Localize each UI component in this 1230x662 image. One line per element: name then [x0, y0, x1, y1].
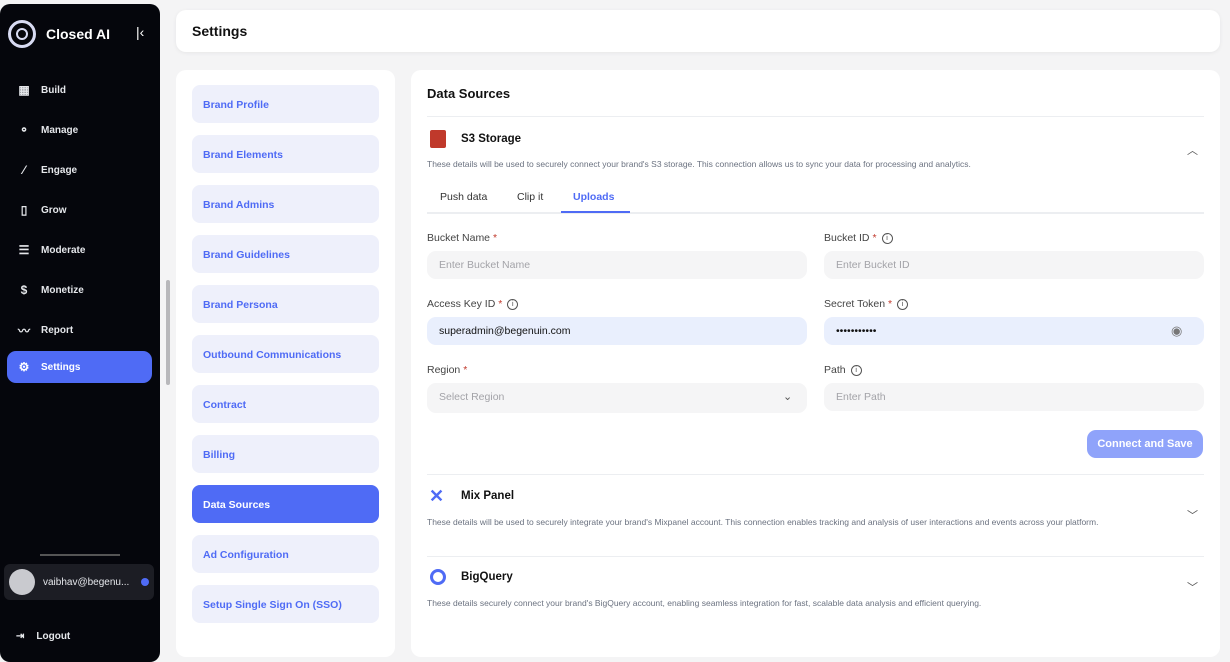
secret-token-input[interactable]: •••••••••••	[824, 317, 1204, 345]
sidebar: Closed AI |‹ ▦ Build ⚬ Manage ⁄ Engage ▯ Gro…	[0, 4, 160, 662]
s3-description: These details will be used to securely c…	[427, 159, 971, 169]
sidebar-item-label: Build	[41, 84, 66, 96]
sidebar-item-label: Grow	[41, 204, 67, 216]
page-header: Settings	[176, 10, 1220, 52]
grid-icon: ▦	[18, 83, 30, 97]
settings-nav-item[interactable]: Billing	[192, 435, 379, 473]
page-title: Settings	[192, 23, 248, 39]
sidebar-item-grow[interactable]: ▯ Grow	[7, 194, 152, 226]
mixpanel-icon: ✕	[429, 486, 445, 506]
settings-nav-item[interactable]: Brand Elements	[192, 135, 379, 173]
tabs-divider	[427, 212, 1204, 214]
trend-icon: 〰	[17, 323, 30, 338]
region-label: Region *	[427, 364, 468, 376]
sidebar-item-report[interactable]: 〰 Report	[7, 314, 152, 346]
path-label: Path i	[824, 364, 862, 376]
mixpanel-description: These details will be used to securely i…	[427, 517, 1099, 527]
tab-clip-it[interactable]: Clip it	[517, 191, 544, 203]
secret-token-label: Secret Token * i	[824, 298, 909, 310]
mixpanel-title: Mix Panel	[461, 490, 515, 502]
sidebar-item-moderate[interactable]: ☰ Moderate	[7, 234, 152, 266]
settings-nav-item[interactable]: Brand Persona	[192, 285, 379, 323]
chevron-down-icon[interactable]: ﹀	[1187, 582, 1198, 594]
active-tab-indicator	[561, 211, 630, 213]
verified-icon	[141, 578, 150, 586]
info-icon: i	[881, 232, 893, 244]
settings-nav-item[interactable]: Contract	[192, 385, 379, 423]
bucket-id-label: Bucket ID * i	[824, 232, 893, 244]
settings-nav-item[interactable]: Brand Guidelines	[192, 235, 379, 273]
bigquery-title: BigQuery	[461, 571, 513, 583]
settings-nav-item[interactable]: Brand Admins	[192, 185, 379, 223]
dollar-icon: $	[20, 283, 28, 297]
settings-nav-item[interactable]: Brand Profile	[192, 85, 379, 123]
divider	[427, 474, 1204, 475]
divider	[40, 554, 120, 556]
divider	[427, 556, 1204, 557]
tab-uploads[interactable]: Uploads	[573, 191, 615, 203]
bucket-id-input[interactable]: Enter Bucket ID	[824, 251, 1204, 279]
bucket-name-input[interactable]: Enter Bucket Name	[427, 251, 807, 279]
sidebar-item-label: Report	[41, 324, 74, 336]
settings-nav-item[interactable]: Outbound Communications	[192, 335, 379, 373]
bucket-name-label: Bucket Name *	[427, 232, 498, 244]
app-name: Closed AI	[46, 26, 111, 42]
chevron-down-icon: ⌄	[783, 391, 793, 403]
bigquery-icon	[430, 569, 446, 585]
data-sources-panel: Data Sources S3 Storage These details wi…	[411, 70, 1220, 657]
info-icon: i	[850, 364, 862, 376]
checklist-icon: ☰	[18, 243, 30, 257]
settings-nav: Brand Profile Brand Elements Brand Admins B…	[176, 70, 395, 657]
sidebar-item-label: Engage	[41, 164, 78, 176]
divider	[427, 116, 1204, 117]
sidebar-item-monetize[interactable]: $ Monetize	[7, 274, 152, 306]
sidebar-item-label: Monetize	[41, 284, 84, 296]
info-icon: i	[507, 298, 519, 310]
logout-label: Logout	[36, 631, 71, 642]
info-icon: i	[897, 298, 909, 310]
settings-nav-item[interactable]: Data Sources	[192, 485, 379, 523]
s3-icon	[430, 130, 446, 148]
logo-icon	[8, 20, 36, 48]
settings-nav-item[interactable]: Setup Single Sign On (SSO)	[192, 585, 379, 623]
eye-icon[interactable]: ◉	[1171, 323, 1183, 338]
manage-icon: ⚬	[18, 123, 30, 137]
section-title: Data Sources	[427, 86, 511, 101]
logout-icon: ⇥	[16, 631, 25, 642]
collapse-sidebar-icon[interactable]: |‹	[136, 24, 145, 40]
user-profile[interactable]: vaibhav@begenu...	[4, 564, 154, 600]
s3-title: S3 Storage	[461, 133, 522, 145]
brand: Closed AI	[8, 20, 110, 48]
avatar	[9, 569, 35, 595]
grow-icon: ▯	[20, 203, 28, 217]
sidebar-item-build[interactable]: ▦ Build	[7, 74, 152, 106]
connect-and-save-button[interactable]: Connect and Save	[1087, 430, 1203, 458]
magic-wand-icon: ⁄	[22, 163, 25, 177]
settings-nav-item[interactable]: Ad Configuration	[192, 535, 379, 573]
tab-push-data[interactable]: Push data	[440, 191, 488, 203]
bigquery-description: These details securely connect your bran…	[427, 598, 982, 608]
path-input[interactable]: Enter Path	[824, 383, 1204, 411]
sidebar-item-label: Moderate	[41, 244, 86, 256]
sidebar-item-engage[interactable]: ⁄ Engage	[7, 154, 152, 186]
chevron-up-icon[interactable]: ︿	[1187, 145, 1198, 157]
scrollbar[interactable]	[166, 280, 170, 385]
sidebar-item-manage[interactable]: ⚬ Manage	[7, 114, 152, 146]
sidebar-item-settings[interactable]: ⚙ Settings	[7, 351, 152, 383]
sidebar-item-label: Manage	[41, 124, 79, 136]
logout-button[interactable]: ⇥ Logout	[16, 631, 70, 642]
user-email: vaibhav@begenu...	[43, 576, 130, 588]
access-key-input[interactable]: superadmin@begenuin.com	[427, 317, 807, 345]
gear-icon: ⚙	[18, 360, 30, 374]
region-select[interactable]: Select Region	[427, 383, 807, 413]
sidebar-item-label: Settings	[41, 361, 81, 373]
access-key-label: Access Key ID * i	[427, 298, 519, 310]
chevron-down-icon[interactable]: ﹀	[1187, 510, 1198, 522]
